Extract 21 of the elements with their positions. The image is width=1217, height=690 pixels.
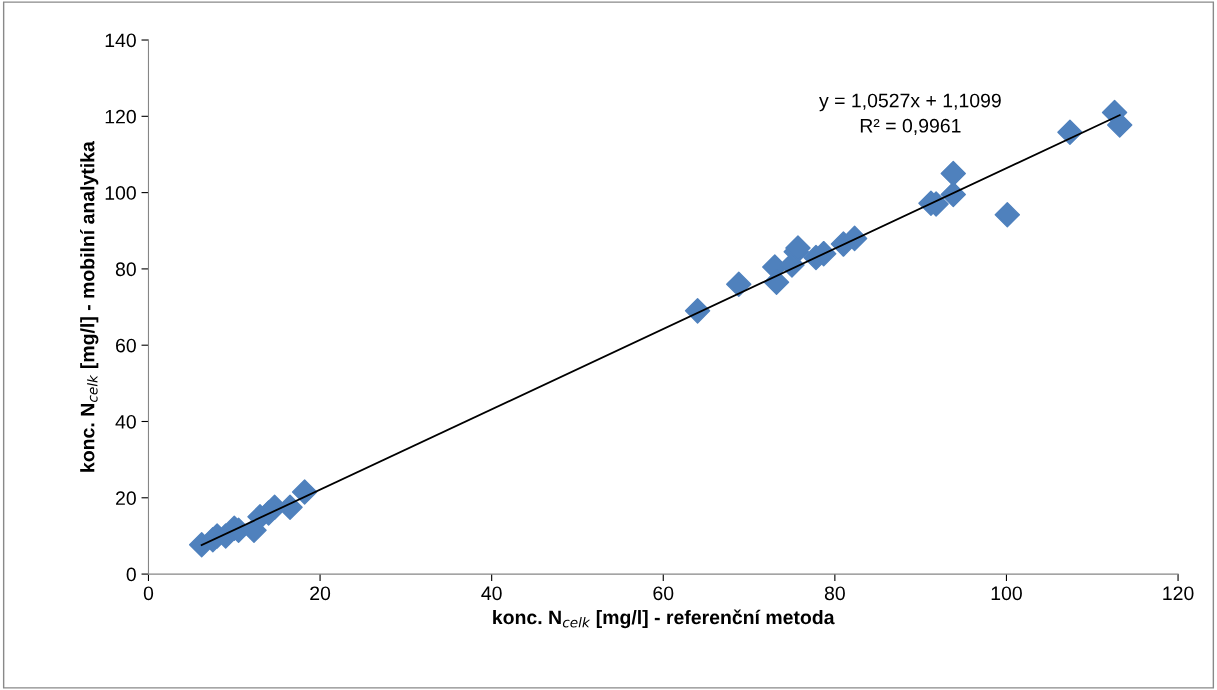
y-tick-label: 120 <box>105 109 136 124</box>
x-tick-label: 0 <box>143 586 154 601</box>
x-tick-label: 20 <box>310 586 331 601</box>
y-tick-label: 40 <box>115 414 136 429</box>
point <box>726 271 752 297</box>
x-tick-label: 80 <box>824 586 845 601</box>
x-tick-label: 120 <box>1163 586 1194 601</box>
y-tick-label: 140 <box>105 33 136 48</box>
y-tick-label: 20 <box>116 491 136 506</box>
y-tick-label: 80 <box>115 262 136 277</box>
y-tick-label: 0 <box>126 567 136 582</box>
y-axis-title: konc. N$_{celk}$ [mg/l] - mobilní analytika <box>80 141 99 472</box>
x-tick-label: 60 <box>653 586 674 601</box>
x-tick-label: 40 <box>481 586 502 601</box>
annotation: y = 1,0527x + 1,1099 R² = 0,9961 <box>819 93 1001 135</box>
x-axis-title: konc. N$_{celk}$ [mg/l] - referenční metoda <box>493 609 835 629</box>
x-tick-label: 100 <box>991 586 1022 601</box>
y-tick-label: 100 <box>105 186 136 200</box>
point <box>994 202 1021 228</box>
point <box>940 160 966 187</box>
y-tick-label: 60 <box>116 338 136 353</box>
